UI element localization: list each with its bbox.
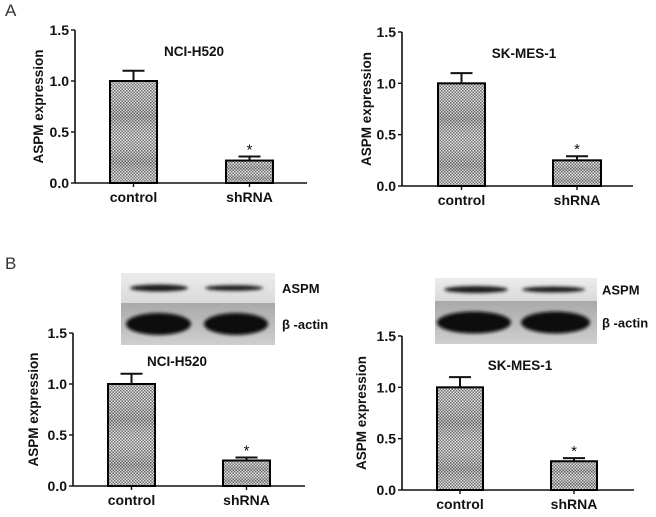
chart-title: NCI-H520 [147,354,207,369]
chart-1: 0.0 0.5 1.0 1.5 ASPM expression NCI-H520 contr… [31,22,307,205]
significance-marker: * [244,442,250,459]
x-tick-label: control [438,192,485,208]
y-tick-label: 0.0 [377,482,397,498]
y-tick-label: 1.0 [377,75,397,91]
x-tick-label: shRNA [551,496,598,512]
bar-shade [438,83,485,186]
panel-label-b: B [5,254,17,273]
chart-3: ASPM β -actin 0.0 0.5 1.0 1.5 ASPM expression N… [26,273,328,508]
y-tick-label: 0.5 [377,127,397,143]
y-tick-label: 1.5 [50,22,70,38]
bar-shade [553,160,601,186]
y-tick-label: 1.5 [48,325,68,341]
x-tick-label: control [108,492,155,508]
x-tick-label: control [436,496,483,512]
western-blot: ASPM β -actin [435,278,648,344]
significance-marker: * [247,141,253,158]
bar-shade [551,461,597,490]
bar-shRNA: * shRNA [550,443,598,512]
bar-shRNA: * shRNA [225,141,274,205]
x-tick-label: control [110,189,157,205]
band-aspm-lane-1 [444,286,508,293]
x-tick-label: shRNA [226,189,273,205]
blot-label-actin: β -actin [602,316,648,331]
y-tick-label: 0.0 [377,178,397,194]
y-tick-label: 1.0 [48,376,68,392]
bar-control: control [437,72,486,208]
band-actin-lane-2 [521,311,590,334]
significance-marker: * [574,141,580,158]
y-tick-label: 1.0 [50,73,70,89]
band-aspm-lane-1 [130,284,188,292]
y-tick-label: 1.0 [377,379,397,395]
bar-control: control [107,372,156,508]
bar-shRNA: * shRNA [552,141,602,208]
blot-label-actin: β -actin [282,317,328,332]
y-tick-label: 1.5 [377,24,397,40]
blot-label-aspm: ASPM [282,281,320,296]
bar-shade [223,460,270,486]
chart-4: ASPM β -actin 0.0 0.5 1.0 1.5 ASPM expression S… [354,278,648,512]
y-tick-label: 0.5 [50,124,70,140]
band-aspm-lane-2 [205,285,263,291]
band-actin-lane-1 [126,313,191,335]
blot-label-aspm: ASPM [602,283,640,298]
blot-strip-aspm [435,278,597,301]
x-tick-label: shRNA [554,192,601,208]
x-tick-label: shRNA [223,492,270,508]
bar-shade [108,384,155,486]
y-tick-label: 0.5 [377,431,397,447]
significance-marker: * [571,443,577,460]
bar-shade [110,81,157,183]
panel-label-a: A [5,1,17,20]
bar-control: control [109,69,158,205]
band-actin-lane-2 [204,313,268,335]
chart-title: SK-MES-1 [492,46,557,61]
y-tick-label: 0.0 [48,478,68,494]
western-blot: ASPM β -actin [121,273,328,345]
y-axis-label: ASPM expression [31,49,46,163]
y-axis-label: ASPM expression [359,52,374,166]
y-tick-label: 0.0 [50,175,70,191]
bar-shRNA: * shRNA [222,442,271,508]
y-axis-label: ASPM expression [354,356,369,470]
chart-title: SK-MES-1 [488,358,553,373]
bar-control: control [436,376,484,512]
y-tick-label: 1.5 [377,328,397,344]
chart-title: NCI-H520 [164,44,224,59]
y-tick-label: 0.5 [48,427,68,443]
band-actin-lane-1 [437,311,511,334]
bar-shade [437,387,483,490]
y-axis-label: ASPM expression [26,352,41,466]
band-aspm-lane-2 [522,286,585,293]
bar-shade [226,160,273,183]
